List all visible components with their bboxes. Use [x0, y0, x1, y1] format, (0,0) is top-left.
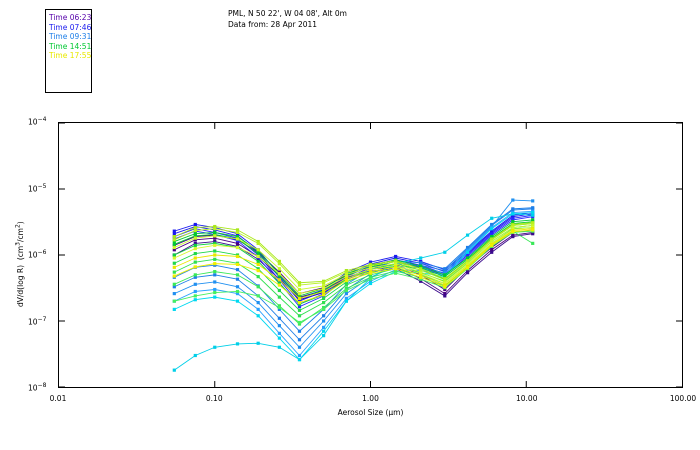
legend-entry-list: Time 06:23 Time 07:46 Time 09:31 Time 14:51… — [49, 13, 91, 61]
chart-title-location: PML, N 50 22', W 04 08', Alt 0m — [228, 9, 347, 18]
legend-entry-3: Time 14:51 — [49, 41, 92, 51]
plot-area — [58, 122, 683, 388]
legend-entry-2: Time 09:31 — [49, 32, 92, 42]
y-tick-label-3: 10−7 — [28, 315, 47, 326]
x-tick-label-3: 10.00 — [516, 394, 538, 403]
y-tick-label-1: 10−5 — [28, 182, 47, 193]
y-tick-label-2: 10−6 — [28, 249, 47, 260]
x-tick-label-0: 0.01 — [49, 394, 67, 403]
x-axis-title: Aerosol Size (μm) — [337, 408, 404, 417]
series-10 — [172, 209, 535, 358]
series-23 — [172, 226, 535, 296]
x-tick-label-2: 1.00 — [362, 394, 379, 403]
y-axis-title: dV/d(log R) (cm3/cm2) — [14, 221, 26, 307]
chart-title-date: Data from: 28 Apr 2011 — [228, 20, 318, 29]
data-curves — [59, 123, 682, 387]
y-tick-label-4: 10−8 — [28, 382, 47, 393]
series-22 — [172, 223, 535, 292]
chart-title-block: PML, N 50 22', W 04 08', Alt 0m Data fro… — [228, 8, 347, 30]
x-tick-label-1: 0.10 — [205, 394, 223, 403]
legend-entry-4: Time 17:55 — [49, 51, 92, 61]
x-tick-label-4: 100.00 — [669, 394, 697, 403]
legend-entry-0: Time 06:23 — [49, 13, 92, 22]
series-25 — [172, 228, 535, 305]
time-legend: Time 06:23 Time 07:46 Time 09:31 Time 14:51… — [45, 9, 92, 93]
series-21 — [172, 221, 535, 287]
legend-entry-1: Time 07:46 — [49, 22, 92, 32]
y-tick-label-0: 10−4 — [28, 116, 47, 127]
